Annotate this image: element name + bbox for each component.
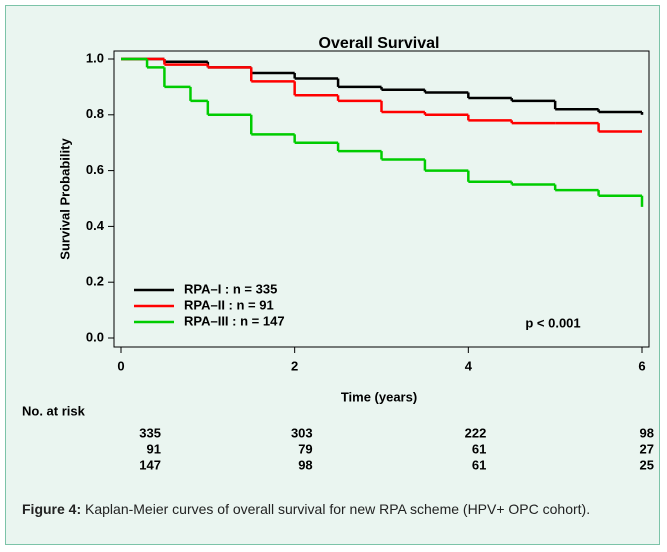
caption-label: Figure 4: — [22, 501, 82, 517]
risk-count: 335 — [139, 425, 161, 440]
x-tick-label: 0 — [117, 358, 124, 373]
legend-label: RPA–II : n = 91 — [184, 297, 274, 312]
y-tick-label: 0.6 — [86, 162, 104, 177]
y-tick-label: 1.0 — [86, 50, 104, 65]
y-tick-label: 0.4 — [86, 218, 105, 233]
y-tick-label: 0.8 — [86, 106, 104, 121]
legend-label: RPA–III : n = 147 — [184, 313, 285, 328]
risk-count: 147 — [139, 457, 161, 472]
risk-count: 79 — [298, 441, 312, 456]
risk-count: 303 — [291, 425, 313, 440]
x-tick-label: 2 — [291, 358, 298, 373]
annotation: p < 0.001 — [525, 315, 580, 330]
legend-label: RPA–I : n = 335 — [184, 281, 277, 296]
y-tick-label: 0.2 — [86, 274, 104, 289]
y-axis-label: Survival Probability — [57, 138, 72, 260]
chart: Overall Survival Time (years) Survival P… — [22, 35, 654, 472]
caption: Figure 4: Kaplan-Meier curves of overall… — [22, 499, 640, 520]
x-tick-label: 4 — [465, 358, 473, 373]
x-axis-label: Time (years) — [341, 389, 417, 404]
risk-count: 25 — [640, 457, 654, 472]
risk-count: 91 — [147, 441, 161, 456]
risk-count: 61 — [472, 457, 486, 472]
risk-count: 98 — [298, 457, 312, 472]
y-tick-label: 0.0 — [86, 329, 104, 344]
risk-title: No. at risk — [22, 403, 86, 418]
x-tick-label: 6 — [638, 358, 645, 373]
figure: Overall Survival Time (years) Survival P… — [5, 5, 660, 545]
plot-frame — [113, 50, 650, 348]
risk-count: 27 — [640, 441, 654, 456]
risk-count: 98 — [640, 425, 654, 440]
risk-count: 222 — [465, 425, 487, 440]
risk-count: 61 — [472, 441, 486, 456]
chart-title: Overall Survival — [319, 35, 440, 52]
caption-text: Kaplan-Meier curves of overall survival … — [81, 501, 591, 517]
